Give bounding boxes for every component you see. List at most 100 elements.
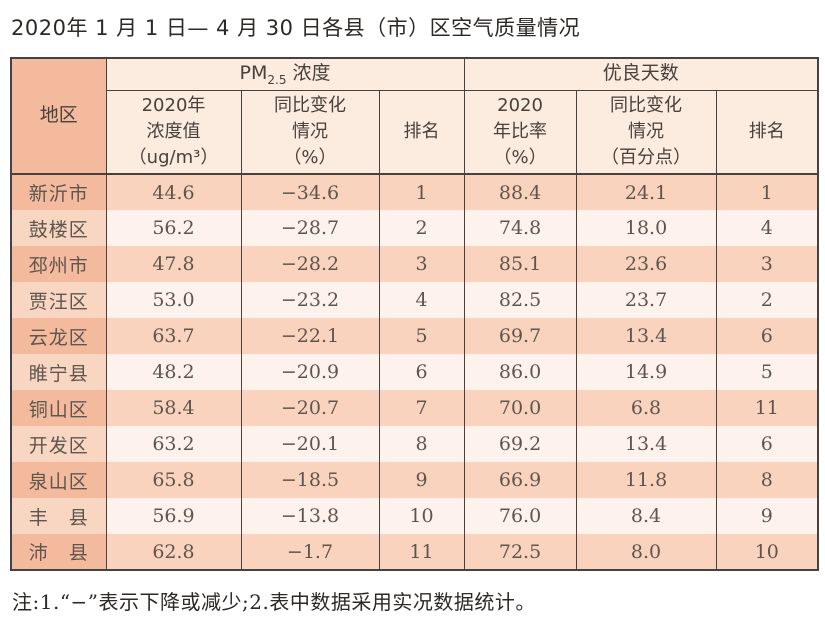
good-change-cell: 11.8 [575,462,717,498]
table-row: 新沂市 44.6 −34.6 1 88.4 24.1 1 [10,174,819,210]
table-row: 开发区 63.2 −20.1 8 69.2 13.4 6 [10,426,819,462]
col-header-pm-rank: 排名 [378,90,465,175]
pm-change-cell: −28.7 [240,210,380,246]
region-cell: 云龙区 [10,318,107,354]
good-change-cell: 24.1 [575,174,717,210]
pm-value-cell: 63.2 [105,426,242,462]
region-cell: 泉山区 [10,462,107,498]
table-row: 铜山区 58.4 −20.7 7 70.0 6.8 11 [10,390,819,426]
region-cell: 铜山区 [10,390,107,426]
pm-value-cell: 62.8 [105,534,242,570]
good-change-cell: 14.9 [575,354,717,390]
pm-value-cell: 56.9 [105,498,242,534]
pm-rank-cell: 4 [378,282,465,318]
pm-change-cell: −22.1 [240,318,380,354]
pm-rank-cell: 6 [378,354,465,390]
col-group-good-days: 优良天数 [463,58,819,91]
good-change-cell: 23.7 [575,282,717,318]
region-cell: 鼓楼区 [10,210,107,246]
air-quality-table: 地区 PM2.5 浓度 优良天数 2020年 浓度值 （ug/m³） 同比变化 … [10,57,820,571]
table-row: 邳州市 47.8 −28.2 3 85.1 23.6 3 [10,246,819,282]
pm-value-cell: 56.2 [105,210,242,246]
good-change-cell: 13.4 [575,426,717,462]
pm-value-cell: 47.8 [105,246,242,282]
good-rank-cell: 5 [715,354,819,390]
good-rank-cell: 1 [715,174,819,210]
pm-rank-cell: 1 [378,174,465,210]
good-rate-cell: 66.9 [463,462,577,498]
col-header-pm-change: 同比变化 情况 （%） [240,90,380,175]
good-change-cell: 18.0 [575,210,717,246]
region-cell: 沛 县 [10,534,107,570]
good-rate-cell: 70.0 [463,390,577,426]
good-change-cell: 23.6 [575,246,717,282]
table-row: 云龙区 63.7 −22.1 5 69.7 13.4 6 [10,318,819,354]
good-rate-cell: 76.0 [463,498,577,534]
good-rate-cell: 86.0 [463,354,577,390]
good-rank-cell: 8 [715,462,819,498]
pm-change-cell: −20.1 [240,426,380,462]
pm25-label-prefix: PM [239,61,268,84]
col-group-pm25: PM2.5 浓度 [105,58,465,91]
good-rank-cell: 2 [715,282,819,318]
good-rank-cell: 10 [715,534,819,570]
pm-rank-cell: 8 [378,426,465,462]
pm-rank-cell: 3 [378,246,465,282]
good-rate-cell: 69.7 [463,318,577,354]
region-cell: 新沂市 [10,174,107,210]
pm-rank-cell: 7 [378,390,465,426]
col-header-pm-value: 2020年 浓度值 （ug/m³） [105,90,242,175]
pm-change-cell: −13.8 [240,498,380,534]
pm-value-cell: 58.4 [105,390,242,426]
table-row: 泉山区 65.8 −18.5 9 66.9 11.8 8 [10,462,819,498]
table-sub-header-row: 2020年 浓度值 （ug/m³） 同比变化 情况 （%） 排名 2020 年比… [11,90,819,175]
pm-rank-cell: 5 [378,318,465,354]
pm-change-cell: −1.7 [240,534,380,570]
good-rate-cell: 82.5 [463,282,577,318]
pm-change-cell: −20.7 [240,390,380,426]
good-change-cell: 13.4 [575,318,717,354]
table-row: 丰 县 56.9 −13.8 10 76.0 8.4 9 [10,498,819,534]
region-cell: 睢宁县 [10,354,107,390]
pm-value-cell: 65.8 [105,462,242,498]
pm25-label-suffix: 浓度 [286,61,331,84]
good-rank-cell: 11 [715,390,819,426]
col-header-good-rate: 2020 年比率 （%） [463,90,577,175]
pm-change-cell: −20.9 [240,354,380,390]
region-cell: 邳州市 [10,246,107,282]
good-rate-cell: 74.8 [463,210,577,246]
footnote: 注:1.“−”表示下降或减少;2.表中数据采用实况数据统计。 [12,590,536,614]
good-rank-cell: 6 [715,318,819,354]
good-rank-cell: 6 [715,426,819,462]
good-change-cell: 8.0 [575,534,717,570]
good-change-cell: 6.8 [575,390,717,426]
region-cell: 开发区 [10,426,107,462]
region-cell: 丰 县 [10,498,107,534]
page-title: 2020年 1 月 1 日— 4 月 30 日各县（市）区空气质量情况 [11,16,581,40]
col-header-good-change: 同比变化 情况 （百分点） [575,90,717,175]
good-rank-cell: 3 [715,246,819,282]
pm-rank-cell: 2 [378,210,465,246]
table-row: 贾汪区 53.0 −23.2 4 82.5 23.7 2 [10,282,819,318]
col-header-region: 地区 [10,58,107,175]
good-rank-cell: 4 [715,210,819,246]
good-rank-cell: 9 [715,498,819,534]
pm-value-cell: 53.0 [105,282,242,318]
pm-change-cell: −28.2 [240,246,380,282]
pm-rank-cell: 9 [378,462,465,498]
pm-change-cell: −18.5 [240,462,380,498]
pm-change-cell: −23.2 [240,282,380,318]
good-rate-cell: 88.4 [463,174,577,210]
pm-value-cell: 48.2 [105,354,242,390]
pm25-label-subscript: 2.5 [267,72,287,87]
pm-value-cell: 63.7 [105,318,242,354]
good-rate-cell: 69.2 [463,426,577,462]
region-cell: 贾汪区 [10,282,107,318]
pm-rank-cell: 10 [378,498,465,534]
table-group-header-row: 地区 PM2.5 浓度 优良天数 [10,58,819,175]
pm-value-cell: 44.6 [105,174,242,210]
good-rate-cell: 85.1 [463,246,577,282]
pm-rank-cell: 11 [378,534,465,570]
good-rate-cell: 72.5 [463,534,577,570]
